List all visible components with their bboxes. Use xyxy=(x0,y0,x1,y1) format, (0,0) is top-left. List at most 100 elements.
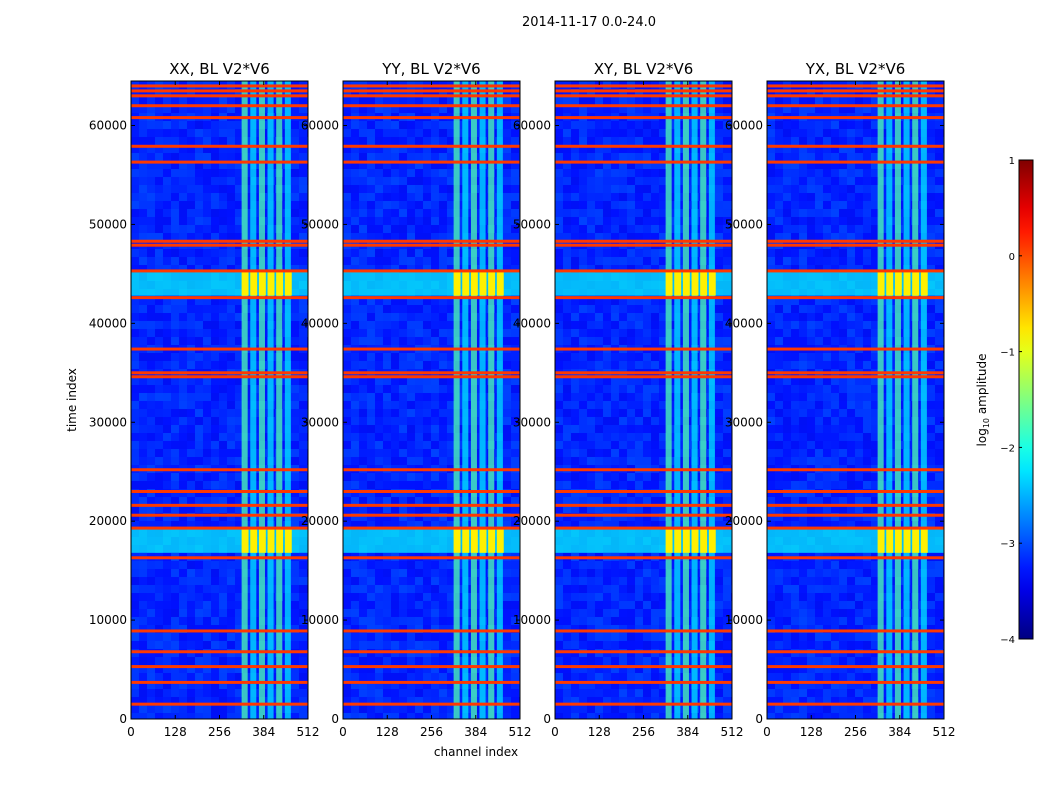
heatmap-cell xyxy=(383,641,391,649)
heatmap-cell xyxy=(595,225,603,233)
heatmap-cell xyxy=(447,681,455,689)
heatmap-cell xyxy=(511,457,519,465)
rfi-stripe xyxy=(479,81,486,719)
heatmap-cell xyxy=(407,689,415,697)
heatmap-cell xyxy=(299,457,307,465)
heatmap-cell xyxy=(423,313,431,321)
heatmap-cell xyxy=(563,121,571,129)
heatmap-cell xyxy=(139,489,147,497)
heatmap-cell xyxy=(383,169,391,177)
heatmap-cell xyxy=(447,417,455,425)
heatmap-cell xyxy=(571,265,579,273)
heatmap-cell xyxy=(299,449,307,457)
heatmap-cell xyxy=(147,425,155,433)
heatmap-cell xyxy=(211,265,219,273)
heatmap-cell xyxy=(643,209,651,217)
heatmap-cell xyxy=(147,401,155,409)
heatmap-cell xyxy=(391,265,399,273)
heatmap-cell xyxy=(503,657,511,665)
heatmap-cell xyxy=(439,353,447,361)
heatmap-cell xyxy=(227,681,235,689)
heatmap-cell xyxy=(351,297,359,305)
heatmap-cell xyxy=(511,321,519,329)
heatmap-cell xyxy=(555,89,563,97)
heatmap-cell xyxy=(511,449,519,457)
heatmap-cell xyxy=(571,321,579,329)
heatmap-cell xyxy=(219,401,227,409)
heatmap-cell xyxy=(147,313,155,321)
y-tick-label: 10000 xyxy=(301,613,339,627)
heatmap-cell xyxy=(423,617,431,625)
heatmap-cell xyxy=(503,585,511,593)
heatmap-cell xyxy=(179,225,187,233)
heatmap-cell xyxy=(187,153,195,161)
heatmap-cell xyxy=(227,433,235,441)
heatmap-cell xyxy=(423,89,431,97)
heatmap-cell xyxy=(391,337,399,345)
heatmap-cell xyxy=(587,417,595,425)
heatmap-cell xyxy=(651,129,659,137)
heatmap-cell xyxy=(423,97,431,105)
heatmap-cell xyxy=(659,153,667,161)
heatmap-cell xyxy=(383,329,391,337)
heatmap-cell xyxy=(203,209,211,217)
heatmap-cell xyxy=(139,617,147,625)
heatmap-cell xyxy=(511,473,519,481)
heatmap-cell xyxy=(195,105,203,113)
heatmap-cell xyxy=(415,121,423,129)
heatmap-cell xyxy=(723,193,731,201)
heatmap-cell xyxy=(375,505,383,513)
heatmap-cell xyxy=(635,393,643,401)
heatmap-cell xyxy=(431,217,439,225)
heatmap-cell xyxy=(367,569,375,577)
heatmap-cell xyxy=(571,425,579,433)
heatmap-cell xyxy=(423,265,431,273)
heatmap-cell xyxy=(219,641,227,649)
heatmap-cell xyxy=(299,593,307,601)
heatmap-cell xyxy=(423,121,431,129)
heatmap-cell xyxy=(563,201,571,209)
heatmap-cell xyxy=(407,257,415,265)
heatmap-cell xyxy=(383,689,391,697)
heatmap-cell xyxy=(603,393,611,401)
heatmap-cell xyxy=(651,329,659,337)
heatmap-cell xyxy=(383,177,391,185)
flag-row xyxy=(131,489,308,493)
heatmap-cell xyxy=(219,521,227,529)
flag-row xyxy=(343,269,520,273)
heatmap-cell xyxy=(187,593,195,601)
heatmap-cell xyxy=(291,169,299,177)
heatmap-cell xyxy=(407,697,415,705)
heatmap-cell xyxy=(367,225,375,233)
heatmap-cell xyxy=(399,561,407,569)
heatmap-cell xyxy=(407,233,415,241)
heatmap-cell xyxy=(611,425,619,433)
heatmap-cell xyxy=(431,233,439,241)
heatmap-cell xyxy=(139,145,147,153)
heatmap-cell xyxy=(571,361,579,369)
heatmap-cell xyxy=(179,657,187,665)
heatmap-cell xyxy=(163,129,171,137)
heatmap-cell xyxy=(235,305,243,313)
heatmap-cell xyxy=(579,353,587,361)
heatmap-cell xyxy=(227,625,235,633)
heatmap-cell xyxy=(359,217,367,225)
heatmap-cell xyxy=(399,233,407,241)
heatmap-cell xyxy=(415,521,423,529)
heatmap-cell xyxy=(227,393,235,401)
heatmap-cell xyxy=(503,705,511,713)
heatmap-cell xyxy=(423,249,431,257)
heatmap-cell xyxy=(391,633,399,641)
heatmap-cell xyxy=(431,705,439,713)
heatmap-cell xyxy=(407,593,415,601)
heatmap-cell xyxy=(627,193,635,201)
heatmap-cell xyxy=(171,313,179,321)
heatmap-cell xyxy=(163,665,171,673)
heatmap-cell xyxy=(431,497,439,505)
heatmap-cell xyxy=(131,121,139,129)
heatmap-cell xyxy=(351,89,359,97)
heatmap-cell xyxy=(723,177,731,185)
heatmap-cell xyxy=(595,401,603,409)
heatmap-cell xyxy=(587,313,595,321)
heatmap-cell xyxy=(235,257,243,265)
